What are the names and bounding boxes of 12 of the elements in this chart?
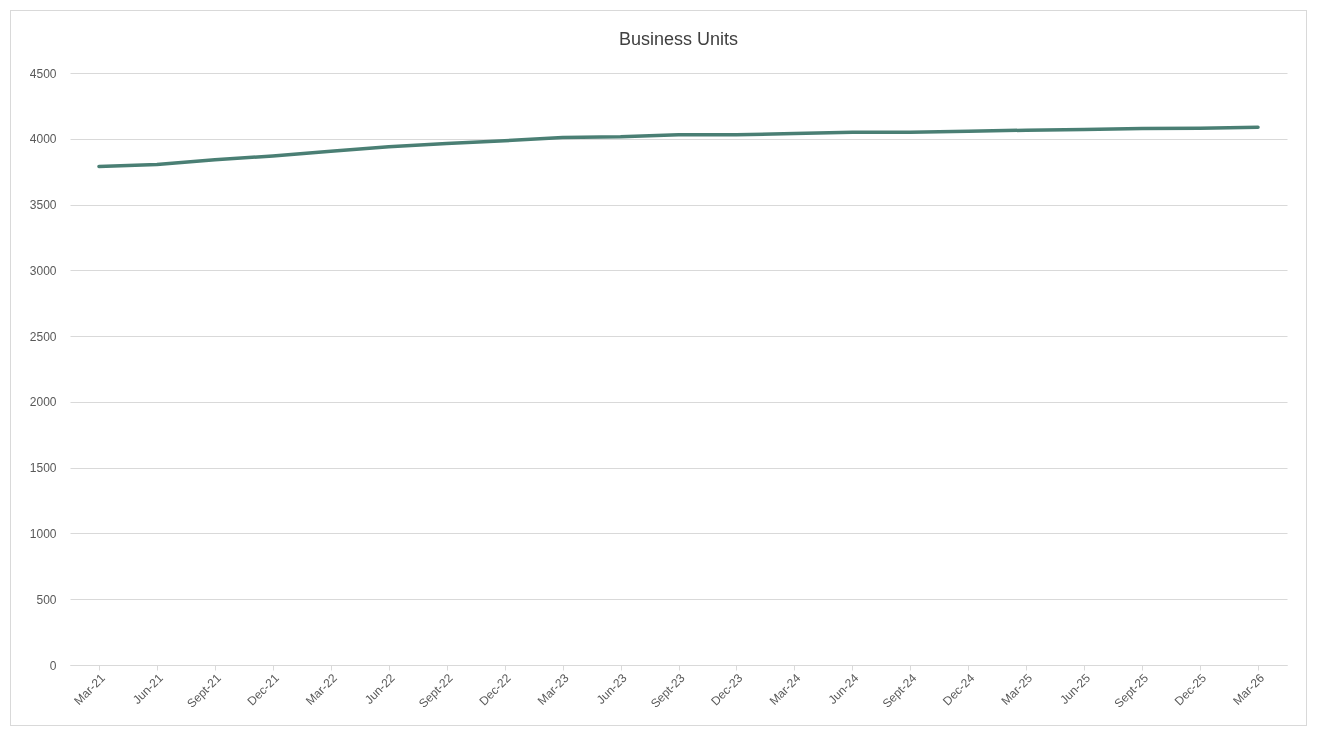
y-tick-label: 2500 — [29, 329, 57, 344]
y-tick-label: 4500 — [29, 66, 57, 81]
y-tick-label: 0 — [49, 658, 57, 673]
y-tick-label: 3000 — [29, 263, 57, 278]
y-tick-label: 3500 — [29, 198, 57, 213]
chart-title: Business Units — [618, 29, 739, 49]
y-tick-label: 500 — [36, 592, 57, 607]
y-tick-label: 1000 — [29, 526, 57, 541]
y-tick-label: 4000 — [29, 132, 57, 147]
line-series — [97, 125, 1260, 169]
y-tick-label: 2000 — [29, 395, 57, 410]
y-tick-label: 1500 — [29, 461, 57, 476]
